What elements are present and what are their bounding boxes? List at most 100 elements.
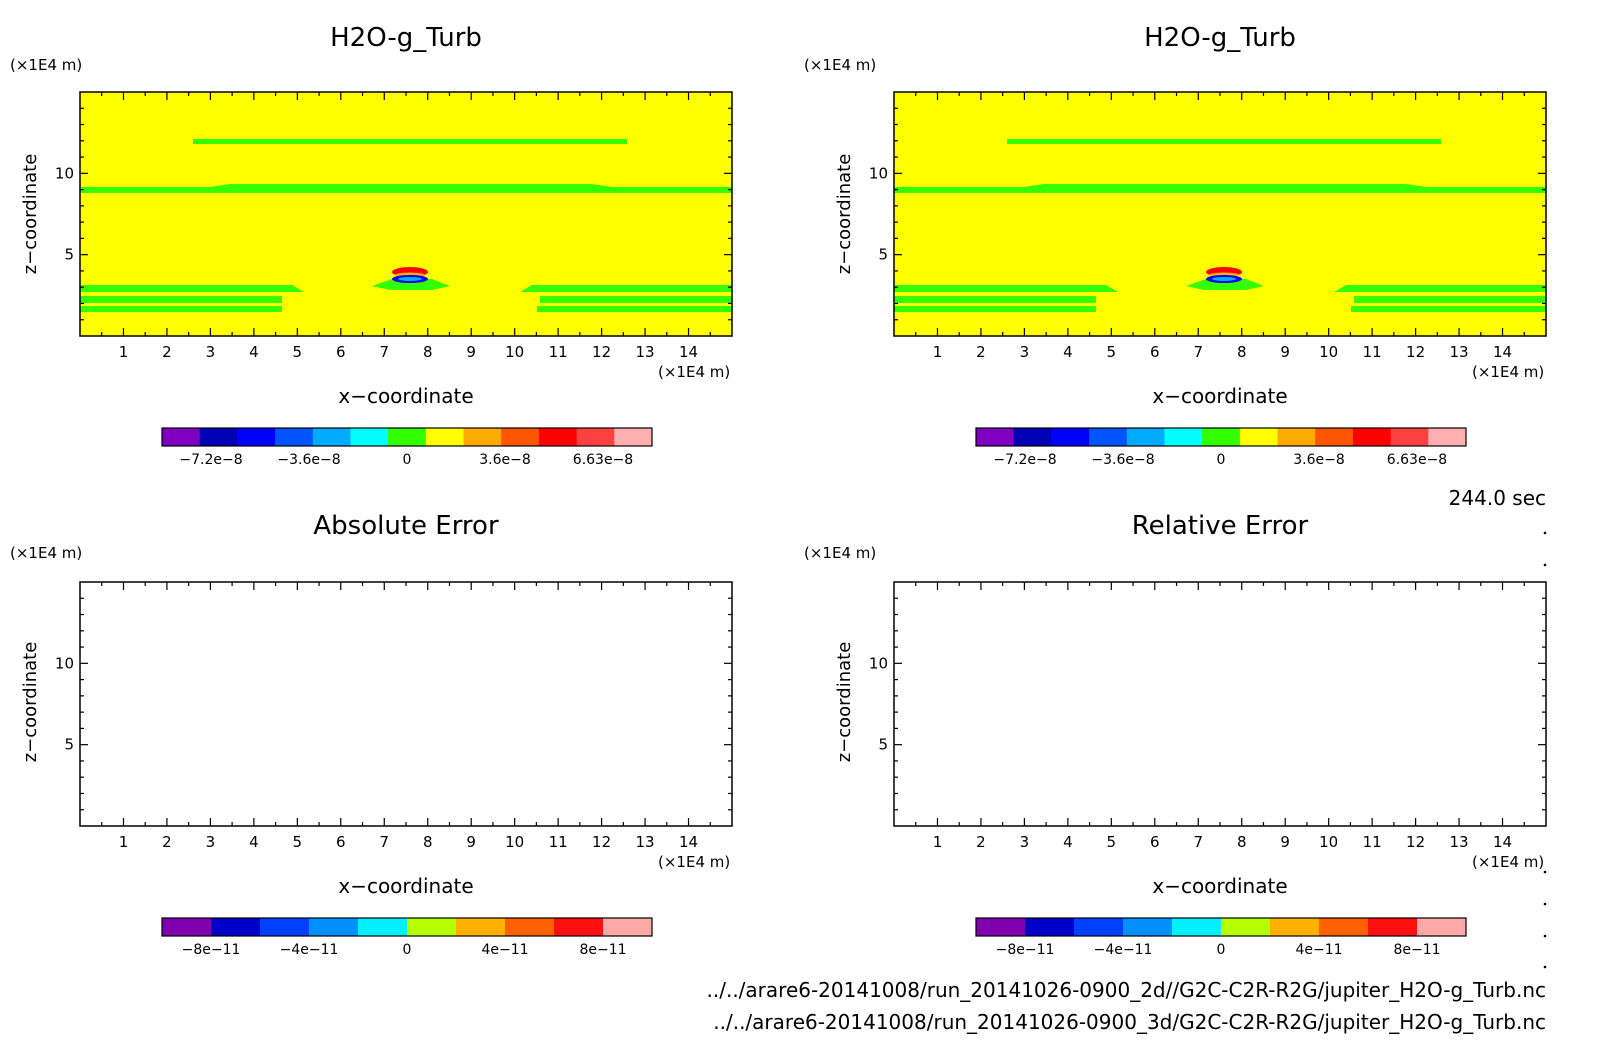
x-tick-label: 1 xyxy=(119,343,129,361)
colorbar-swatch xyxy=(1089,428,1128,446)
x-tick-label: 12 xyxy=(592,833,611,851)
colorbar-swatch xyxy=(425,428,465,446)
colorbar-swatch xyxy=(456,918,506,936)
x-tick-label: 14 xyxy=(679,833,698,851)
x-tick-label: 4 xyxy=(249,833,259,851)
x-tick-label: 7 xyxy=(1193,343,1203,361)
colorbar-swatch xyxy=(1025,918,1075,936)
x-tick-label: 11 xyxy=(1363,833,1382,851)
colorbar-swatch xyxy=(1123,918,1173,936)
x-tick-label: 9 xyxy=(1280,833,1290,851)
colorbar: −8e−11 −4e−11 0 4e−11 8e−11 xyxy=(161,917,653,958)
colorbar-swatch xyxy=(260,918,310,936)
colorbar-frame xyxy=(161,427,653,447)
x-tick-label: 14 xyxy=(1493,343,1512,361)
colorbar-label: 6.63e−8 xyxy=(573,452,633,468)
band-right-upper xyxy=(520,285,732,292)
band-left-middle xyxy=(894,296,1096,303)
colorbar-swatch xyxy=(1368,918,1418,936)
colorbar-swatch xyxy=(1172,918,1222,936)
x-tick-label: 13 xyxy=(636,833,655,851)
dipole-feature xyxy=(1186,267,1264,290)
colorbar: −8e−11 −4e−11 0 4e−11 8e−11 xyxy=(975,917,1467,958)
x-tick-label: 13 xyxy=(636,343,655,361)
colorbar-swatch xyxy=(1417,918,1467,936)
x-axis-label: x−coordinate xyxy=(1152,384,1287,408)
y-axis-label: z−coordinate xyxy=(834,642,855,763)
colorbar-swatch xyxy=(1270,918,1320,936)
colorbar-swatch xyxy=(463,428,502,446)
colorbar-swatch xyxy=(1390,428,1429,446)
colorbar-swatch xyxy=(312,428,351,446)
colorbar-label: 3.6e−8 xyxy=(1293,452,1345,468)
x-tick-label: 8 xyxy=(423,833,433,851)
colorbar-swatch xyxy=(1013,428,1052,446)
colorbar-swatch xyxy=(1164,428,1203,446)
colorbar-label: 8e−11 xyxy=(1393,942,1440,958)
x-tick-label: 12 xyxy=(592,343,611,361)
panel-title: H2O-g_Turb xyxy=(1144,23,1296,53)
x-tick-label: 3 xyxy=(1020,343,1030,361)
colorbar-label: −3.6e−8 xyxy=(1091,452,1154,468)
y-tick-label: 10 xyxy=(869,654,888,672)
margin-dots xyxy=(1543,531,1547,969)
colorbar-label: −8e−11 xyxy=(182,942,241,958)
colorbar-label: −4e−11 xyxy=(280,942,339,958)
band-z12 xyxy=(193,139,627,144)
y-tick-label: 5 xyxy=(878,246,888,264)
x-tick-label: 4 xyxy=(249,343,259,361)
colorbar-swatch xyxy=(1202,428,1241,446)
x-axis-label: x−coordinate xyxy=(1152,874,1287,898)
colorbar-label: −7.2e−8 xyxy=(993,452,1056,468)
colorbar-label: 4e−11 xyxy=(481,942,528,958)
band-left-upper xyxy=(894,285,1118,292)
x-tick-label: 5 xyxy=(293,833,303,851)
x-tick-label: 1 xyxy=(933,833,943,851)
y-tick-label: 5 xyxy=(64,246,74,264)
colorbar-swatch xyxy=(1319,918,1369,936)
x-tick-label: 13 xyxy=(1450,343,1469,361)
colorbar-swatch xyxy=(1221,918,1271,936)
x-tick-label: 7 xyxy=(1193,833,1203,851)
x-tick-label: 5 xyxy=(1107,343,1117,361)
x-tick-label: 9 xyxy=(1280,343,1290,361)
y-tick-label: 5 xyxy=(878,736,888,754)
x-tick-label: 1 xyxy=(933,343,943,361)
band-right-upper xyxy=(1334,285,1546,292)
colorbar-swatch xyxy=(1074,918,1124,936)
x-tick-label: 2 xyxy=(162,343,172,361)
x-unit-label: (×1E4 m) xyxy=(1472,363,1544,381)
x-tick-label: 3 xyxy=(206,833,216,851)
band-right-lower xyxy=(1351,306,1546,312)
x-tick-label: 10 xyxy=(1319,833,1338,851)
colorbar-label: 6.63e−8 xyxy=(1387,452,1447,468)
colorbar-swatch xyxy=(211,918,261,936)
x-tick-label: 3 xyxy=(206,343,216,361)
colorbar-swatch xyxy=(1428,428,1467,446)
band-right-lower xyxy=(537,306,732,312)
y-axis-label: z−coordinate xyxy=(20,154,41,275)
colorbar-frame xyxy=(975,917,1467,937)
band-left-lower xyxy=(80,306,282,312)
y-tick-label: 10 xyxy=(55,164,74,182)
colorbar-swatch xyxy=(1239,428,1279,446)
x-tick-label: 3 xyxy=(1020,833,1030,851)
y-unit-label: (×1E4 m) xyxy=(804,544,876,562)
x-tick-label: 12 xyxy=(1406,343,1425,361)
x-tick-label: 6 xyxy=(336,343,346,361)
y-unit-label: (×1E4 m) xyxy=(804,56,876,74)
x-tick-label: 13 xyxy=(1450,833,1469,851)
band-right-middle xyxy=(540,296,732,303)
x-tick-label: 8 xyxy=(1237,833,1247,851)
band-z9 xyxy=(894,184,1546,193)
dipole-feature xyxy=(372,267,450,290)
x-tick-label: 1 xyxy=(119,833,129,851)
x-tick-label: 2 xyxy=(976,343,986,361)
band-left-middle xyxy=(80,296,282,303)
